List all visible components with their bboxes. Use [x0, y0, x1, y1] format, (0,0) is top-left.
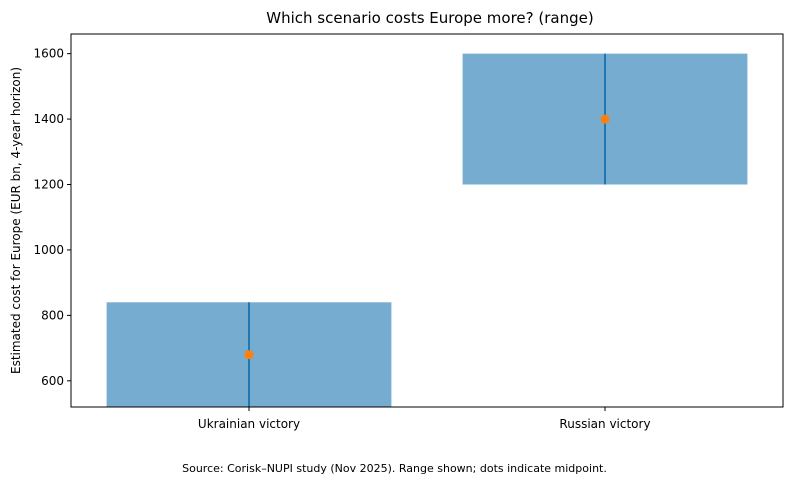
y-tick-label-1: 800 — [41, 308, 64, 322]
y-tick-label-4: 1400 — [33, 112, 64, 126]
source-footnote: Source: Corisk–NUPI study (Nov 2025). Ra… — [182, 462, 607, 475]
x-tick-label-0: Ukrainian victory — [198, 417, 300, 431]
y-tick-label-5: 1600 — [33, 47, 64, 61]
range-chart: Which scenario costs Europe more? (range… — [9, 9, 784, 431]
midpoint-dot-1 — [600, 114, 610, 124]
y-tick-label-0: 600 — [41, 374, 64, 388]
x-tick-label-1: Russian victory — [559, 417, 650, 431]
chart-title: Which scenario costs Europe more? (range… — [266, 9, 593, 27]
midpoint-dot-0 — [244, 350, 254, 360]
y-axis-label: Estimated cost for Europe (EUR bn, 4-yea… — [9, 67, 23, 374]
y-tick-label-2: 1000 — [33, 243, 64, 257]
plot-frame — [70, 33, 784, 408]
y-tick-label-3: 1200 — [33, 178, 64, 192]
